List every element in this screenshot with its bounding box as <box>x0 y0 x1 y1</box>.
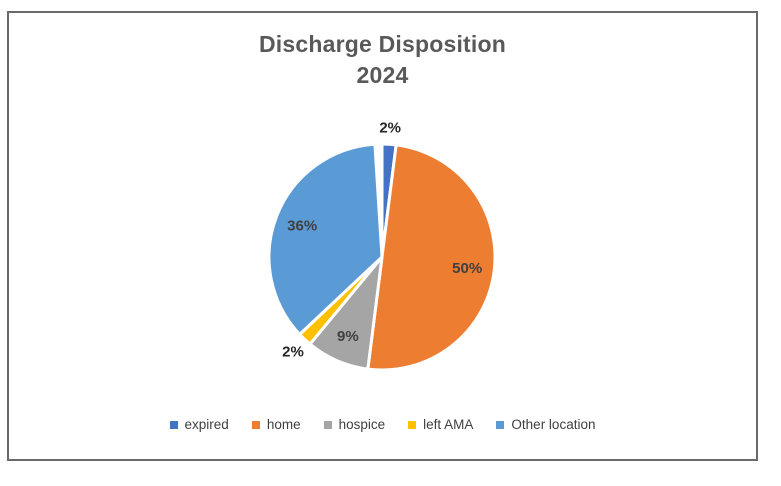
chart-frame: Discharge Disposition 2024 2% 50% 9% 2% 36% … <box>7 11 758 461</box>
chart-subtitle: 2024 <box>356 62 409 88</box>
legend-label-hospice: hospice <box>338 417 386 432</box>
legend-swatch-other-location <box>496 420 505 429</box>
legend-item-home[interactable]: home <box>251 417 301 432</box>
legend-swatch-hospice <box>323 420 332 429</box>
legend-item-hospice[interactable]: hospice <box>323 417 386 432</box>
legend-label-home: home <box>266 417 301 432</box>
data-label-left-ama: 2% <box>282 344 304 361</box>
data-label-hospice: 9% <box>337 328 359 345</box>
legend-swatch-home <box>251 420 260 429</box>
data-label-expired: 2% <box>379 119 401 136</box>
pie-slice-home[interactable] <box>366 143 497 372</box>
legend-item-expired[interactable]: expired <box>169 417 229 432</box>
legend-label-expired: expired <box>184 417 229 432</box>
legend-item-left-ama[interactable]: left AMA <box>408 417 473 432</box>
pie-slice-other-location[interactable] <box>267 142 384 336</box>
data-label-other-location: 36% <box>287 217 317 234</box>
pie-chart: 2% 50% 9% 2% 36% <box>267 119 497 372</box>
legend-swatch-left-ama <box>408 420 417 429</box>
data-label-home: 50% <box>452 260 482 277</box>
chart-title-block: Discharge Disposition 2024 <box>9 29 756 91</box>
legend-item-other-location[interactable]: Other location <box>496 417 595 432</box>
legend-label-other-location: Other location <box>511 417 596 432</box>
chart-title: Discharge Disposition <box>258 31 507 57</box>
legend: expired home hospice left AMA Other loca… <box>9 417 756 432</box>
legend-label-left-ama: left AMA <box>423 417 474 432</box>
legend-swatch-expired <box>169 420 178 429</box>
